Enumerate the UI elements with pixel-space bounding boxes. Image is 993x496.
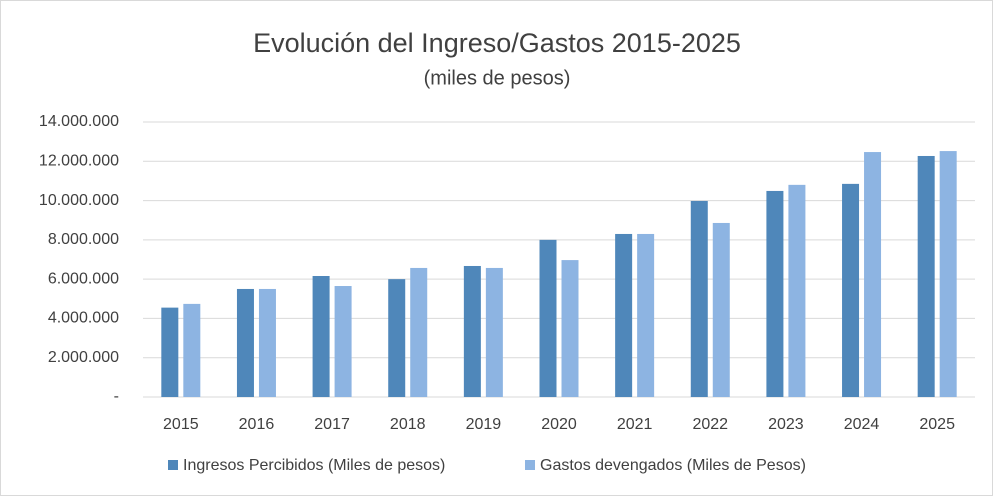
bar: [161, 307, 179, 397]
y-tick-label: 4.000.000: [48, 310, 119, 327]
y-tick-label: -: [114, 388, 119, 405]
x-tick-label: 2023: [768, 416, 804, 433]
bar: [615, 233, 633, 397]
x-tick-label: 2020: [541, 416, 577, 433]
x-tick-label: 2024: [844, 416, 880, 433]
bar: [410, 267, 428, 397]
y-tick-label: 10.000.000: [39, 192, 119, 209]
x-tick-label: 2016: [239, 416, 275, 433]
x-tick-label: 2018: [390, 416, 426, 433]
bar: [539, 239, 557, 397]
bar: [788, 184, 806, 397]
legend-swatch: [525, 460, 535, 470]
bar: [183, 303, 201, 397]
bar: [312, 276, 330, 397]
x-tick-label: 2025: [919, 416, 955, 433]
bar: [637, 233, 655, 397]
y-tick-label: 2.000.000: [48, 349, 119, 366]
bar: [334, 286, 352, 397]
x-tick-label: 2017: [314, 416, 350, 433]
x-tick-label: 2021: [617, 416, 653, 433]
y-tick-label: 6.000.000: [48, 270, 119, 287]
chart-title: Evolución del Ingreso/Gastos 2015-2025: [253, 28, 741, 58]
y-tick-label: 12.000.000: [39, 153, 119, 170]
y-tick-label: 8.000.000: [48, 231, 119, 248]
x-tick-label: 2015: [163, 416, 199, 433]
bar: [864, 152, 882, 397]
legend-swatch: [168, 460, 178, 470]
legend-label: Ingresos Percibidos (Miles de pesos): [183, 457, 445, 474]
y-tick-label: 14.000.000: [39, 113, 119, 130]
x-tick-label: 2019: [466, 416, 502, 433]
x-tick-label: 2022: [692, 416, 728, 433]
bar: [463, 265, 481, 397]
bar: [766, 190, 784, 397]
bar: [236, 288, 254, 397]
chart-subtitle: (miles de pesos): [424, 67, 571, 89]
legend-label: Gastos devengados (Miles de Pesos): [540, 457, 806, 474]
bar: [917, 155, 935, 397]
bar: [690, 200, 708, 397]
bar: [561, 260, 579, 397]
bar: [939, 151, 957, 397]
bar: [388, 279, 406, 397]
bar: [842, 183, 860, 397]
bar: [485, 267, 503, 397]
bar: [258, 288, 276, 397]
bar: [712, 222, 730, 397]
